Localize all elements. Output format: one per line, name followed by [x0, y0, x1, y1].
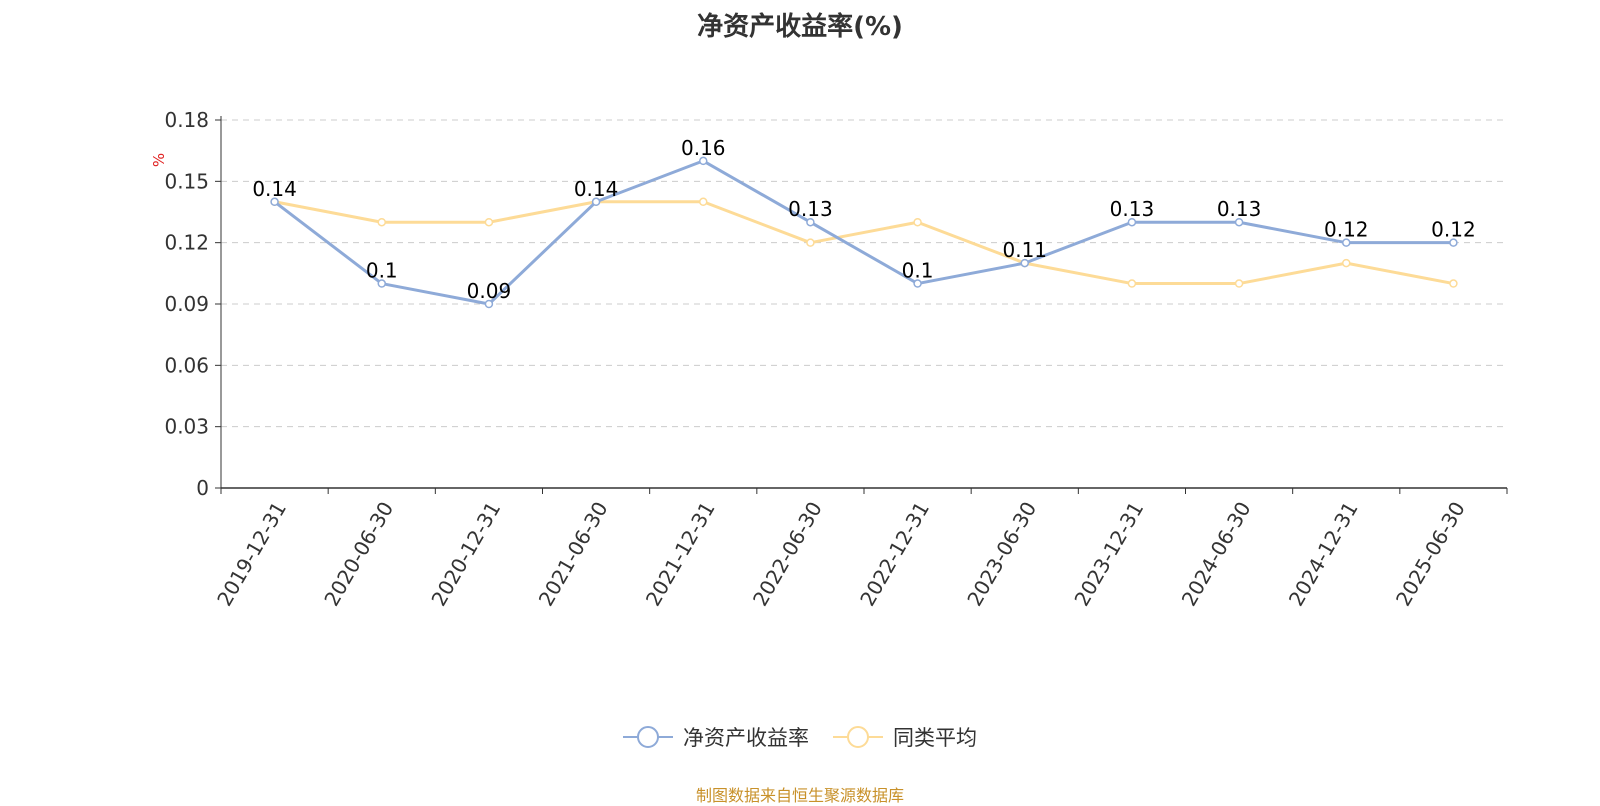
series-line-roe: [273, 159, 1454, 306]
y-tick-label: 0.03: [164, 415, 209, 439]
data-point-roe: [1234, 217, 1244, 227]
axis-layer: 0 0.03 0.06 0.09 0.12 0.15 0.18 2019-12-31 2020-…: [164, 108, 1508, 611]
data-point-roe: [270, 197, 279, 207]
data-point-peer-average: [913, 217, 922, 227]
x-tick-label: 2023-06-30: [962, 498, 1041, 611]
data-label: 0.13: [788, 197, 833, 221]
legend-label-peer-average: 同类平均: [893, 726, 977, 750]
x-tick-label: 2023-12-31: [1069, 498, 1148, 611]
x-tick-label: 2020-06-30: [319, 498, 398, 611]
series-line-peer-average: [274, 200, 1454, 286]
data-point-peer-average: [377, 217, 386, 227]
x-tick-label: 2024-06-30: [1177, 498, 1256, 611]
y-tick-label: 0.18: [164, 108, 209, 132]
data-point-peer-average: [1449, 279, 1458, 288]
data-point-peer-average: [806, 238, 815, 247]
chart-title: 净资产收益率(%): [697, 12, 903, 42]
y-axis-unit-label: %: [150, 153, 168, 167]
x-tick-label: 2022-12-31: [855, 497, 934, 610]
legend-label-roe: 净资产收益率: [683, 726, 809, 750]
grid-layer: [221, 119, 1507, 428]
data-point-roe: [913, 279, 922, 288]
data-point-roe: [699, 156, 708, 166]
x-tick-label: 2024-12-31: [1284, 498, 1363, 611]
x-tick-label: 2022-06-30: [748, 498, 827, 611]
data-point-roe: [806, 217, 815, 227]
data-point-roe: [484, 299, 494, 309]
data-label: 0.1: [902, 259, 934, 283]
y-tick-label: 0.09: [164, 292, 209, 316]
legend-item-roe[interactable]: 净资产收益率: [623, 722, 809, 752]
legend: 净资产收益率 同类平均: [0, 722, 1600, 752]
data-point-roe: [1127, 217, 1137, 227]
data-label-layer: 0.14 0.1 0.09 0.14 0.16 0.13 0.1 0.11 0.13 0.13 0.…: [252, 136, 1475, 303]
data-point-peer-average: [1127, 279, 1137, 288]
y-tick-label: 0.15: [164, 169, 209, 193]
data-label: 0.14: [252, 177, 297, 201]
data-label: 0.12: [1324, 218, 1369, 242]
x-tick-label: 2021-06-30: [534, 498, 613, 611]
x-tick-label: 2019-12-31: [212, 498, 291, 611]
data-point-roe: [1342, 238, 1351, 247]
data-label: 0.16: [681, 136, 726, 160]
data-label: 0.13: [1217, 197, 1262, 221]
data-point-peer-average: [1234, 279, 1244, 288]
data-label: 0.1: [366, 259, 398, 283]
data-label: 0.11: [1002, 238, 1047, 262]
y-tick-label: 0.12: [164, 231, 209, 255]
data-point-peer-average: [484, 217, 494, 227]
data-point-roe: [591, 197, 601, 207]
data-point-peer-average: [699, 197, 708, 207]
y-tick-label: 0.06: [164, 353, 209, 377]
series-layer: [270, 156, 1458, 309]
legend-item-peer-average[interactable]: 同类平均: [833, 722, 977, 752]
data-label: 0.09: [467, 279, 512, 303]
y-tick-label: 0: [196, 476, 209, 500]
data-label: 0.13: [1110, 197, 1155, 221]
x-tick-label: 2020-12-31: [426, 497, 505, 610]
data-label: 0.12: [1431, 218, 1476, 242]
source-note: 制图数据来自恒生聚源数据库: [695, 786, 904, 805]
data-point-roe: [1449, 238, 1458, 247]
legend-marker-peer-average: [833, 726, 883, 748]
x-tick-label: 2021-12-31: [641, 498, 720, 611]
data-point-roe: [1020, 258, 1029, 268]
data-point-roe: [377, 279, 386, 288]
x-tick-label: 2025-06-30: [1391, 498, 1470, 611]
legend-marker-roe: [623, 726, 673, 748]
data-point-peer-average: [1342, 258, 1351, 268]
data-label: 0.14: [574, 177, 619, 201]
